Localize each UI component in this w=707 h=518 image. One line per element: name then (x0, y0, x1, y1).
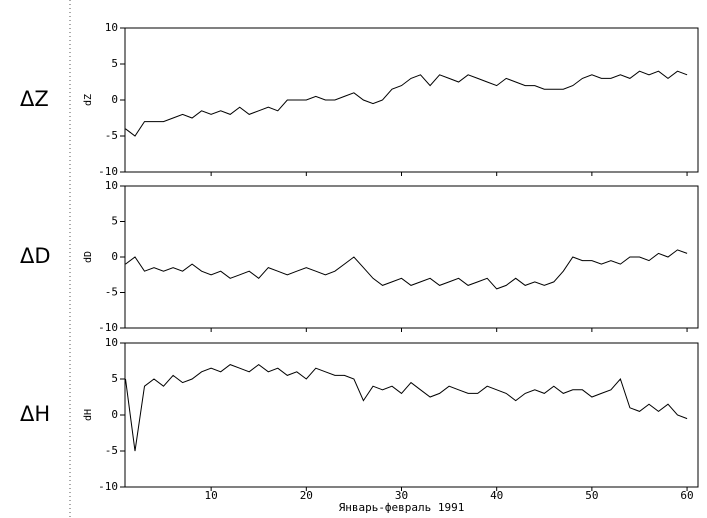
y-tick-label: -10 (98, 321, 118, 334)
x-tick-label: 20 (300, 489, 313, 502)
x-tick-label: 60 (680, 489, 693, 502)
panel-label: ΔD (20, 244, 51, 268)
y-tick-label: -5 (105, 129, 118, 142)
y-tick-label: -10 (98, 480, 118, 493)
y-tick-label: -5 (105, 444, 118, 457)
y-axis-label: dH (83, 409, 94, 421)
x-axis-label: Январь-февраль 1991 (339, 501, 465, 514)
x-tick-label: 30 (395, 489, 408, 502)
y-tick-label: -10 (98, 165, 118, 178)
y-axis-label: dZ (83, 94, 94, 106)
y-tick-label: 0 (111, 408, 118, 421)
series-line (125, 249, 688, 290)
panel-label: ΔZ (20, 87, 49, 111)
y-axis-label: dD (83, 251, 94, 263)
y-tick-label: -5 (105, 286, 118, 299)
series-line (125, 70, 688, 137)
y-tick-label: 10 (105, 336, 118, 349)
y-tick-label: 5 (111, 215, 118, 228)
plot-frame (124, 185, 699, 329)
y-tick-label: 0 (111, 250, 118, 263)
series-line (125, 363, 688, 452)
panel-label: ΔH (20, 402, 50, 426)
y-tick-label: 10 (105, 21, 118, 34)
y-tick-label: 5 (111, 57, 118, 70)
x-tick-label: 50 (585, 489, 598, 502)
x-tick-label: 40 (490, 489, 503, 502)
y-tick-label: 0 (111, 93, 118, 106)
y-tick-label: 5 (111, 372, 118, 385)
x-tick-label: 10 (205, 489, 218, 502)
y-tick-label: 10 (105, 179, 118, 192)
plot-frame (124, 342, 699, 488)
plot-frame (124, 27, 699, 173)
